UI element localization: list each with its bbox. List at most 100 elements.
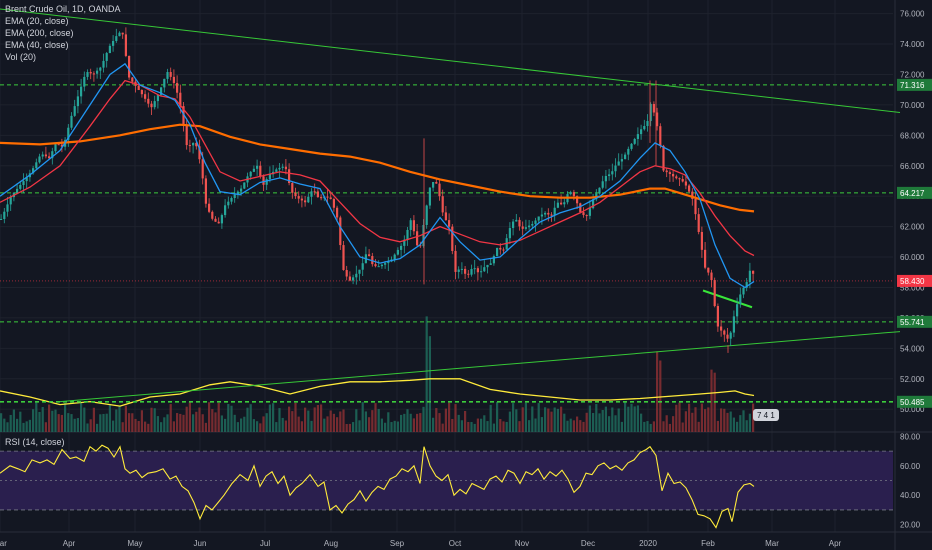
volume-bar [531, 406, 534, 432]
volume-bar [294, 402, 297, 432]
volume-bar [70, 414, 73, 432]
volume-bar [720, 408, 723, 432]
volume-bar [57, 414, 60, 432]
rsi-tick-label: 40.00 [900, 491, 921, 500]
candle-body [185, 125, 188, 146]
ema20-legend[interactable]: EMA (20, close) [5, 16, 69, 26]
candle-body [752, 270, 755, 274]
candle-body [380, 264, 383, 267]
candle-body [256, 165, 259, 169]
candle-body [160, 87, 163, 96]
horizontal-levels[interactable] [0, 84, 893, 403]
candle-body [700, 231, 703, 250]
volume-bar [38, 411, 41, 432]
time-tick-label: Feb [701, 539, 715, 548]
volume-bar [435, 408, 438, 432]
volume-bar [636, 405, 639, 432]
candle-body [428, 187, 431, 206]
ema20-line [0, 62, 755, 289]
symbol-title[interactable]: Brent Crude Oil, 1D, OANDA [5, 4, 121, 14]
candle-body [96, 70, 99, 74]
volume-bar [243, 416, 246, 432]
candle-body [720, 326, 723, 331]
volume-bar [649, 423, 652, 432]
candle-body [358, 269, 361, 274]
candle-body [409, 220, 412, 230]
volume-bar [537, 403, 540, 432]
volume-bar [307, 410, 310, 432]
price-tick-label: 60.000 [900, 253, 925, 262]
volume-bar [579, 420, 582, 432]
time-axis[interactable]: Mar Apr May Jun Jul Aug Sep Oct Nov Dec 2020 Feb Mar… [0, 539, 842, 548]
candle-body [617, 161, 620, 166]
candle-body [57, 144, 60, 146]
candle-body [460, 268, 463, 270]
trendlines[interactable] [0, 8, 901, 403]
volume-bar [214, 412, 217, 432]
volume-bar [374, 403, 377, 432]
candle-body [470, 269, 473, 275]
candle-body [496, 247, 499, 257]
indicator-legend[interactable]: Brent Crude Oil, 1D, OANDA EMA (20, clos… [5, 3, 121, 63]
candle-body [604, 175, 607, 182]
candle-body [748, 270, 751, 283]
volume-bar [128, 413, 131, 432]
volume-bar [172, 421, 175, 432]
ema200-legend[interactable]: EMA (200, close) [5, 28, 74, 38]
candle-body [195, 142, 198, 147]
candle-body [499, 247, 502, 250]
volume-bar [35, 402, 38, 432]
volume-bar [64, 402, 67, 432]
volume-bar [707, 407, 710, 432]
volume-bar [140, 410, 143, 432]
volume-bar [16, 418, 19, 432]
candle-body [649, 103, 652, 122]
candle-body [636, 134, 639, 139]
rsi-axis[interactable]: 80.00 60.00 40.00 20.00 [900, 432, 921, 529]
candle-body [51, 151, 54, 159]
volume-bar [201, 414, 204, 432]
candle-body [572, 192, 575, 197]
volume-bar [726, 412, 729, 432]
volume-bar [553, 407, 556, 432]
candle-body [44, 154, 47, 157]
time-tick-label: Jun [194, 539, 207, 548]
volume-bar [428, 336, 431, 432]
price-tick-label: 68.000 [900, 131, 925, 140]
vol-legend[interactable]: Vol (20) [5, 52, 37, 62]
candle-body [32, 168, 35, 174]
candle-body [35, 162, 38, 169]
time-tick-label: Mar [765, 539, 779, 548]
volume-bar [684, 411, 687, 432]
volume-bar [22, 422, 25, 432]
candle-body [716, 306, 719, 327]
candle-body [732, 316, 735, 333]
candle-body [156, 95, 159, 102]
volume-bar [352, 422, 355, 432]
price-axis[interactable]: 76.00074.00072.00070.00068.00066.00064.0… [900, 10, 925, 415]
volume-bar [441, 423, 444, 432]
volume-bar [601, 409, 604, 432]
volume-bar [67, 413, 70, 432]
volume-bar [633, 406, 636, 432]
candle-body [691, 191, 694, 199]
volume-bar [694, 407, 697, 432]
volume-bar [310, 420, 313, 432]
ema40-legend[interactable]: EMA (40, close) [5, 40, 69, 50]
volume-bar [262, 416, 265, 432]
volume-bar [41, 406, 44, 432]
candle-body [726, 334, 729, 339]
volume-bar [611, 407, 614, 432]
candle-body [646, 121, 649, 126]
volume-bar [723, 408, 726, 432]
level-tag-label: 55.741 [900, 318, 925, 327]
price-tick-label: 70.000 [900, 101, 925, 110]
candle-body [268, 174, 271, 180]
volume-bar [83, 407, 86, 432]
candle-body [665, 170, 668, 173]
volume-bar [345, 423, 348, 432]
rsi-legend[interactable]: RSI (14, close) [5, 437, 65, 447]
candle-body [102, 60, 105, 68]
rsi-band [0, 450, 893, 511]
